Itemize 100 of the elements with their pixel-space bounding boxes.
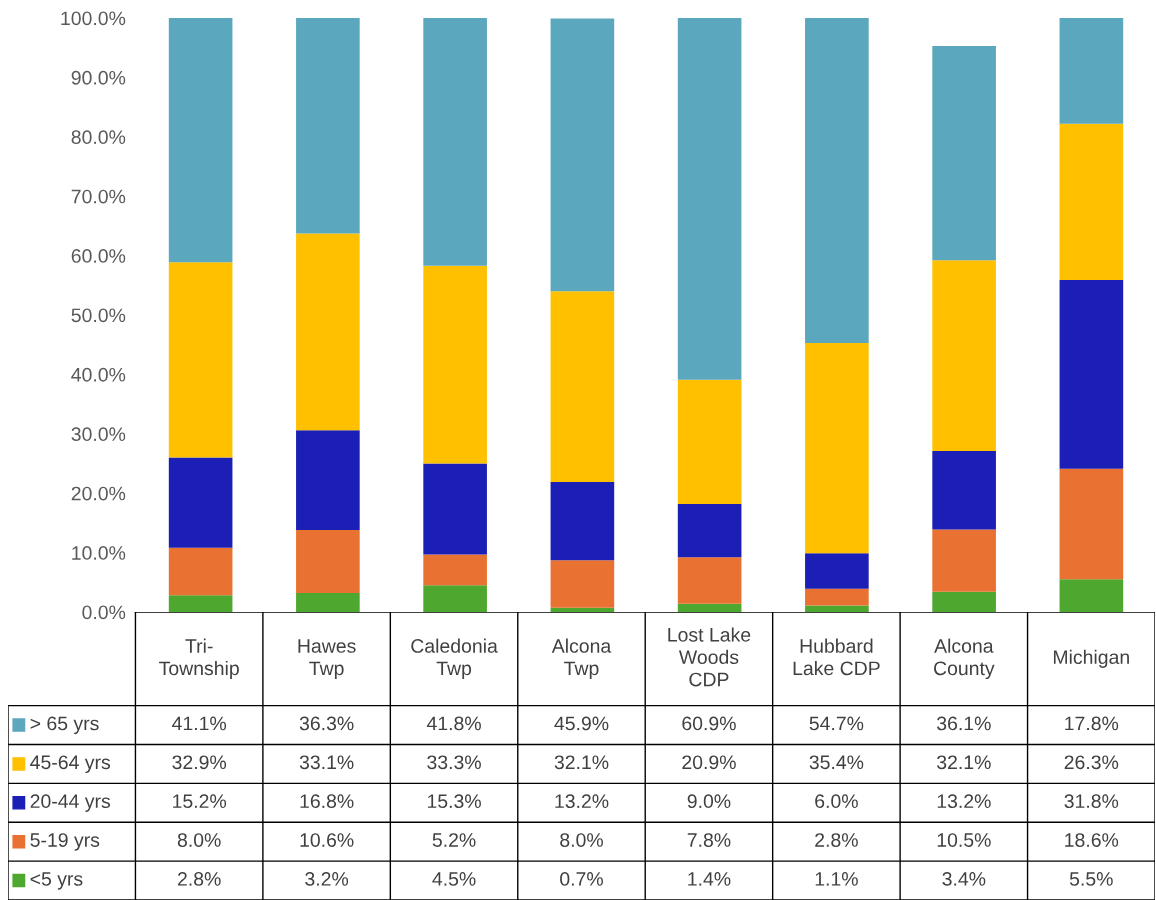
y-tick-label: 80.0% xyxy=(71,130,126,145)
y-tick-label: 10.0% xyxy=(72,546,126,560)
bar xyxy=(550,481,615,561)
data-label: 36.1% xyxy=(937,716,991,731)
legend-label: 5-19 yrs xyxy=(30,833,100,851)
bar xyxy=(677,557,742,604)
x-tick-label: Michigan xyxy=(1053,649,1129,668)
data-label: 9.0% xyxy=(687,794,731,809)
legend-label: <5 yrs xyxy=(30,872,83,890)
legend-label: 20-44 yrs xyxy=(30,794,111,812)
bar xyxy=(550,560,615,608)
bar xyxy=(1059,579,1124,612)
legend-label: 45-64 yrs xyxy=(30,755,111,774)
bar xyxy=(168,18,233,263)
bar xyxy=(932,45,996,261)
data-label: 10.6% xyxy=(300,833,354,847)
data-label: 13.2% xyxy=(555,794,609,809)
bar xyxy=(296,592,360,612)
y-tick-label: 30.0% xyxy=(71,427,126,442)
bar xyxy=(677,18,742,380)
data-label: 54.7% xyxy=(809,716,864,731)
data-label: 33.1% xyxy=(299,755,354,770)
data-label: 31.8% xyxy=(1064,794,1119,809)
data-label: 8.0% xyxy=(177,833,221,847)
data-label: 0.7% xyxy=(560,872,603,886)
data-label: 1.1% xyxy=(815,872,858,886)
legend-label: > 65 yrs xyxy=(30,716,99,735)
bar xyxy=(550,18,615,292)
bar xyxy=(423,463,487,555)
x-tick-label: Alcona Twp xyxy=(551,638,612,680)
data-label: 32.1% xyxy=(937,755,991,770)
x-tick-label: Lost Lake Woods CDP xyxy=(668,627,751,687)
data-label: 45.9% xyxy=(554,716,609,731)
y-tick-label: 50.0% xyxy=(71,308,126,323)
bar xyxy=(168,262,233,458)
data-label: 7.8% xyxy=(687,833,731,847)
bar xyxy=(1059,18,1124,124)
bar xyxy=(423,554,487,586)
bar xyxy=(296,430,360,531)
bar xyxy=(423,265,487,464)
bar xyxy=(1059,468,1124,580)
bar xyxy=(932,591,996,612)
y-tick-label: 60.0% xyxy=(71,249,126,263)
bar xyxy=(296,233,360,431)
data-label: 17.8% xyxy=(1065,716,1119,731)
data-label: 32.1% xyxy=(554,755,609,770)
bar xyxy=(677,603,742,612)
y-tick-label: 20.0% xyxy=(71,486,126,501)
data-label: 2.8% xyxy=(177,872,221,886)
y-tick-label: 70.0% xyxy=(71,189,126,204)
data-label: 20.9% xyxy=(682,755,736,770)
data-label: 10.5% xyxy=(937,833,991,847)
bar xyxy=(805,18,869,343)
data-label: 1.4% xyxy=(688,872,731,886)
data-label: 41.1% xyxy=(172,716,227,731)
bar xyxy=(550,291,615,482)
y-tick-label: 100.0% xyxy=(61,11,126,26)
data-label: 36.3% xyxy=(299,716,354,731)
data-label: 18.6% xyxy=(1065,833,1119,847)
bar xyxy=(296,530,360,593)
bar xyxy=(932,451,996,530)
x-tick-label: Hubbard Lake CDP xyxy=(793,638,880,676)
bar xyxy=(677,379,742,504)
data-label: 41.8% xyxy=(426,716,481,731)
data-label: 3.2% xyxy=(305,872,349,886)
bar xyxy=(168,547,233,596)
bar xyxy=(168,595,233,612)
data-label: 35.4% xyxy=(809,755,864,770)
x-tick-label: Tri-Township xyxy=(159,638,239,680)
bar xyxy=(932,529,996,592)
bar xyxy=(550,607,615,612)
data-label: 60.9% xyxy=(682,716,736,731)
data-label: 6.0% xyxy=(815,794,858,809)
bar xyxy=(805,553,869,589)
bar xyxy=(423,18,487,266)
data-label: 2.8% xyxy=(815,833,858,847)
data-label: 13.2% xyxy=(937,794,991,809)
bar xyxy=(296,18,360,234)
data-label: 15.2% xyxy=(173,794,227,809)
y-tick-label: 0.0% xyxy=(82,605,126,620)
data-label: 3.4% xyxy=(942,872,986,886)
x-tick-label: Hawes Twp xyxy=(298,639,356,680)
bar xyxy=(677,503,742,558)
x-tick-label: Caledonia Twp xyxy=(411,638,498,680)
data-label: 33.3% xyxy=(427,755,481,770)
y-tick-label: 90.0% xyxy=(71,70,126,85)
bar xyxy=(805,588,869,606)
data-label: 15.3% xyxy=(427,794,481,809)
data-label: 5.2% xyxy=(432,833,476,847)
bar xyxy=(805,342,869,554)
data-label: 8.0% xyxy=(560,833,603,847)
y-tick-label: 40.0% xyxy=(71,367,126,382)
data-label: 16.8% xyxy=(300,794,354,809)
bar xyxy=(423,585,487,612)
bar xyxy=(932,260,996,452)
bar xyxy=(805,605,869,612)
data-label: 32.9% xyxy=(172,755,227,770)
data-label: 5.5% xyxy=(1069,872,1113,886)
bar xyxy=(1059,279,1124,469)
x-tick-label: Alcona County xyxy=(934,638,995,680)
